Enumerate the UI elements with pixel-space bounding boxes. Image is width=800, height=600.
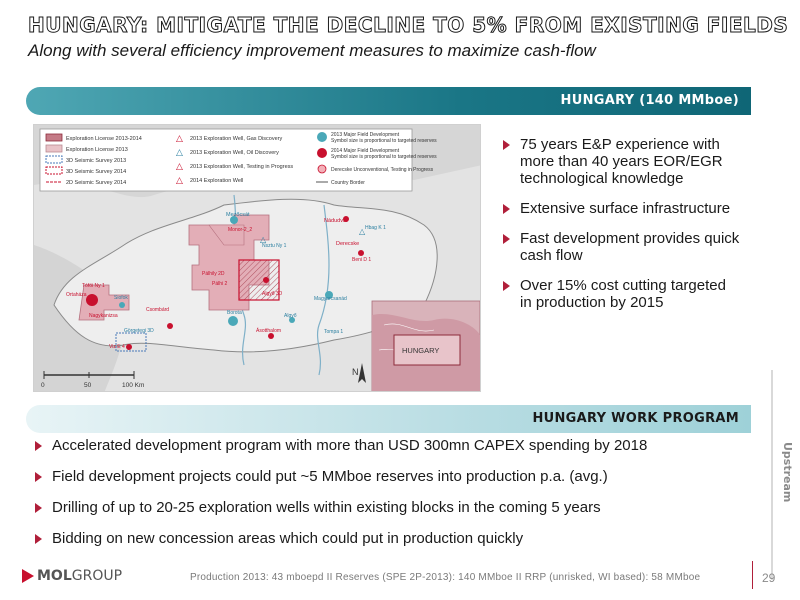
legend-item: 2013 Major Field Development	[331, 132, 400, 138]
section-label-hungary: HUNGARY (140 MMboe)	[560, 93, 739, 108]
legend-item: Country Border	[331, 180, 365, 186]
legend-item: Exploration License 2013	[66, 147, 128, 153]
scale-label: 0	[41, 382, 45, 389]
bullet-arrow-icon	[503, 234, 510, 244]
svg-text:△: △	[359, 227, 366, 236]
logo-triangle-icon	[22, 568, 34, 583]
bullet-arrow-icon	[35, 503, 42, 513]
legend-item: Exploration License 2013-2014	[66, 136, 142, 142]
map-place-label: Ásotthalom	[256, 327, 281, 334]
legend-item: 2D Seismic Survey 2014	[66, 180, 126, 186]
hungary-map: Exploration License 2013-2014 Exploratio…	[33, 124, 481, 392]
mol-group-logo: MOLGROUP	[22, 567, 123, 584]
list-item: Fast development provides quick cash flo…	[500, 230, 740, 264]
svg-text:△: △	[176, 162, 183, 172]
page-number: 29	[762, 571, 776, 585]
map-place-label: Nádudvar	[324, 218, 348, 224]
bullet-arrow-icon	[503, 281, 510, 291]
map-place-label: Ortaháza	[66, 292, 87, 298]
map-place-label: Algyő	[284, 313, 297, 319]
legend-item: 2013 Exploration Well, Gas Discovery	[190, 136, 282, 142]
side-tab-divider	[771, 370, 773, 580]
legend-item: 2013 Exploration Well, Oil Discovery	[190, 150, 279, 156]
map-place-label: Nsztu Ny 1	[262, 243, 287, 249]
legend-item: 3D Seismic Survey 2014	[66, 169, 126, 175]
bullet-arrow-icon	[35, 472, 42, 482]
map-place-label: Nagykanizsa	[89, 313, 118, 319]
map-place-label: Tompa 1	[324, 329, 343, 335]
bullet-text: Extensive surface infrastructure	[520, 200, 731, 217]
footer-stats: Production 2013: 43 mboepd II Reserves (…	[190, 572, 701, 583]
list-item: 75 years E&P experience with more than 4…	[500, 136, 740, 187]
page-title: HUNGARY: MITIGATE THE DECLINE TO 5% FROM…	[27, 13, 789, 38]
map-place-label: Pálhily 2D	[202, 271, 225, 277]
map-place-label: Algyő 3D	[262, 291, 283, 297]
svg-text:△: △	[176, 134, 183, 144]
inset-label: HUNGARY	[402, 346, 439, 355]
list-item: Bidding on new concession areas which co…	[32, 530, 752, 561]
footer-divider	[752, 561, 753, 589]
section-label-work-program: HUNGARY WORK PROGRAM	[532, 411, 739, 426]
bullet-arrow-icon	[503, 140, 510, 150]
section-banner-work-program	[26, 405, 751, 433]
list-item: Field development projects could put ~5 …	[32, 468, 752, 499]
bullet-text: Over 15% cost cutting targeted in produc…	[520, 277, 726, 311]
bullet-text: Drilling of up to 20-25 exploration well…	[52, 499, 601, 516]
section-banner-hungary	[26, 87, 751, 115]
map-place-label: Viz E 4	[109, 344, 125, 350]
list-item: Extensive surface infrastructure	[500, 200, 740, 217]
list-item: Drilling of up to 20-25 exploration well…	[32, 499, 752, 530]
map-place-label: Pálhi 2	[212, 281, 228, 287]
logo-group-text: GROUP	[71, 567, 123, 584]
map-graphic: Exploration License 2013-2014 Exploratio…	[34, 125, 480, 391]
bullet-arrow-icon	[35, 534, 42, 544]
bullet-arrow-icon	[503, 204, 510, 214]
list-item: Over 15% cost cutting targeted in produc…	[500, 277, 740, 311]
legend-item: 2014 Exploration Well	[190, 178, 243, 184]
legend-item: 3D Seismic Survey 2013	[66, 158, 126, 164]
side-tab-upstream: Upstream	[781, 442, 794, 503]
map-place-label: Hbag K 1	[365, 225, 386, 231]
legend-item: 2013 Exploration Well, Testing in Progre…	[190, 164, 293, 170]
map-place-label: Siofok	[114, 295, 128, 301]
logo-mol-text: MOL	[37, 567, 72, 584]
bullet-arrow-icon	[35, 441, 42, 451]
bullet-text: 75 years E&P experience with more than 4…	[520, 136, 723, 187]
svg-text:△: △	[176, 176, 183, 186]
hungary-highlights: 75 years E&P experience with more than 4…	[500, 136, 740, 324]
svg-text:△: △	[176, 148, 183, 158]
bullet-text: Field development projects could put ~5 …	[52, 468, 608, 485]
map-place-label: Csombárd	[146, 307, 169, 313]
map-place-label: Tóföi Ny 1	[82, 283, 105, 289]
list-item: Accelerated development program with mor…	[32, 437, 752, 468]
map-place-label: Mezőcsát	[226, 212, 250, 218]
map-place-label: Monor-2_2	[228, 227, 252, 233]
map-place-label: Derecske	[336, 241, 359, 247]
bullet-text: Accelerated development program with mor…	[52, 437, 648, 454]
map-place-label: Magyarcsanád	[314, 296, 347, 302]
work-program-list: Accelerated development program with mor…	[32, 437, 752, 561]
scale-label: 50	[84, 382, 92, 389]
bullet-text: Fast development provides quick cash flo…	[520, 230, 740, 264]
north-label: N	[352, 367, 359, 377]
legend-item: Symbol size is proportional to targeted …	[331, 154, 437, 160]
map-place-label: Beni D 1	[352, 257, 371, 263]
map-place-label: Görgetegi 3D	[124, 328, 154, 334]
map-place-label: Borota	[227, 310, 242, 316]
svg-text:△: △	[260, 235, 267, 244]
legend-item: Derecske Unconventional, Testing in Prog…	[331, 167, 434, 173]
scale-label: 100 Km	[122, 382, 144, 389]
bullet-text: Bidding on new concession areas which co…	[52, 530, 524, 547]
legend-item: 2014 Major Field Development	[331, 148, 400, 154]
page-subtitle: Along with several efficiency improvemen…	[28, 41, 596, 60]
legend-item: Symbol size is proportional to targeted …	[331, 138, 437, 144]
